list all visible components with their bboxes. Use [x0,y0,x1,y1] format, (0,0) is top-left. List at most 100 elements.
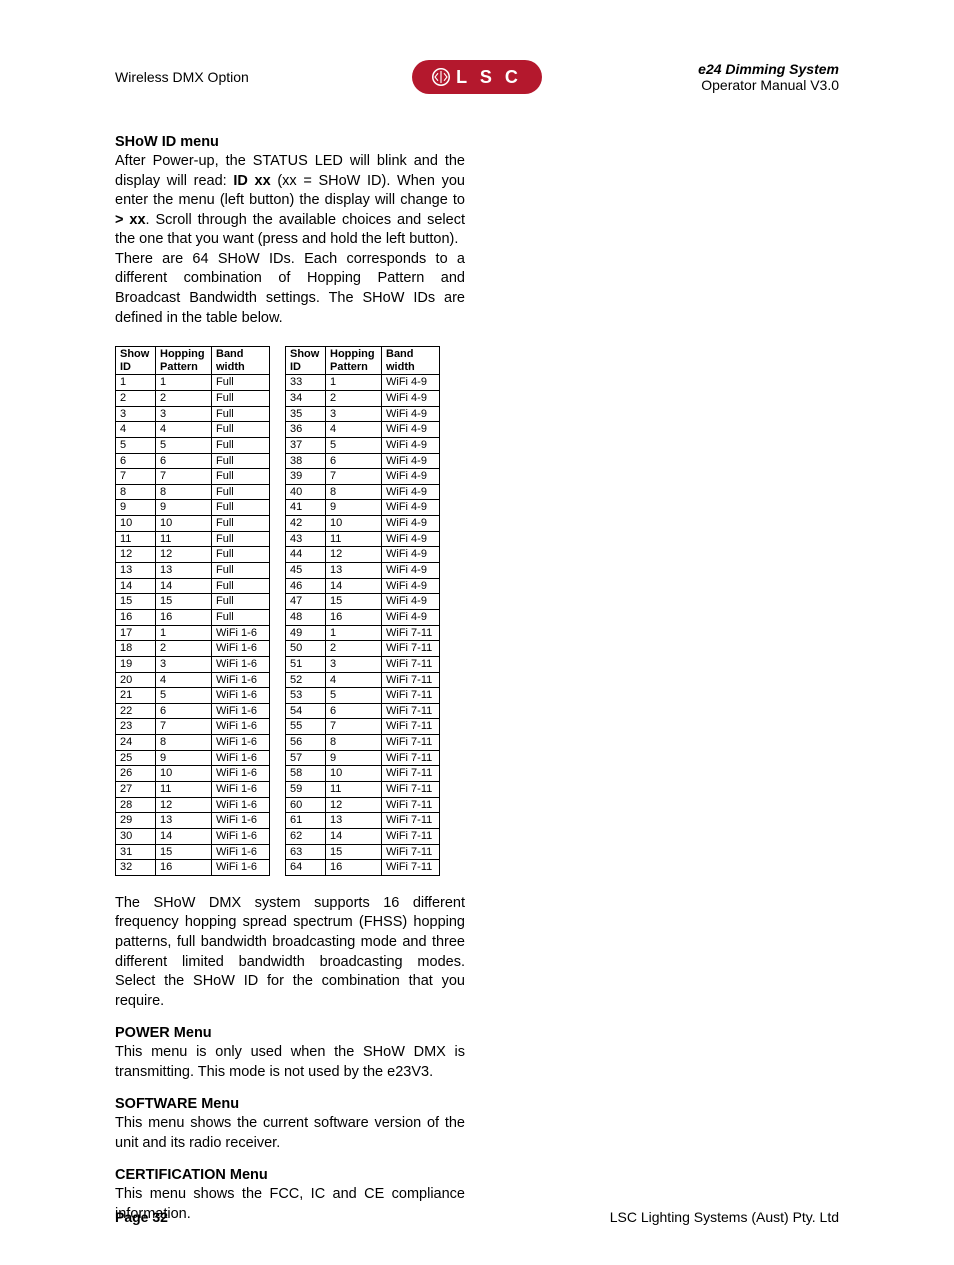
cell: 14 [326,828,382,844]
content-column: SHoW ID menu After Power-up, the STATUS … [115,134,465,1225]
cell: WiFi 7-11 [382,703,440,719]
cell-gap [270,594,286,610]
cell: Full [212,375,270,391]
cell-gap [270,672,286,688]
show-id-table: ShowID HoppingPattern Bandwidth ShowID H… [115,346,440,876]
cell: Full [212,609,270,625]
cell-gap [270,469,286,485]
cell: 13 [156,813,212,829]
cell: 35 [286,406,326,422]
th-line2: Pattern [160,361,198,373]
table-row: 204WiFi 1-6524WiFi 7-11 [116,672,440,688]
cell: Full [212,594,270,610]
cell-gap [270,484,286,500]
cell: 43 [286,531,326,547]
cell: 49 [286,625,326,641]
company-name: LSC Lighting Systems (Aust) Pty. Ltd [610,1209,839,1225]
cell: 13 [326,563,382,579]
cell: 11 [156,531,212,547]
header-left: Wireless DMX Option [115,69,412,85]
cell-gap [270,766,286,782]
cell-gap [270,578,286,594]
cell-gap [270,641,286,657]
cell: 9 [326,500,382,516]
cell: 16 [156,860,212,876]
product-title: e24 Dimming System [698,61,839,77]
cell: WiFi 1-6 [212,656,270,672]
cell: 4 [116,422,156,438]
cell: 4 [156,672,212,688]
cell: 34 [286,390,326,406]
cell-gap [270,609,286,625]
cell: WiFi 1-6 [212,641,270,657]
page: Wireless DMX Option L S C e24 Dimming Sy… [0,0,954,1265]
cell: WiFi 1-6 [212,828,270,844]
show-id-title: SHoW ID menu [115,134,465,150]
cell: 62 [286,828,326,844]
cell: 10 [156,516,212,532]
cell: 27 [116,782,156,798]
cell: 45 [286,563,326,579]
cell: WiFi 7-11 [382,656,440,672]
cell: 57 [286,750,326,766]
cell-gap [270,516,286,532]
cell: 28 [116,797,156,813]
cert-title: CERTIFICATION Menu [115,1167,465,1183]
cell: Full [212,563,270,579]
table-row: 2711WiFi 1-65911WiFi 7-11 [116,782,440,798]
th-show-id-1: ShowID [116,347,156,375]
table-row: 2812WiFi 1-66012WiFi 7-11 [116,797,440,813]
show-id-p3: The SHoW DMX system supports 16 differen… [115,894,465,1011]
cell-gap [270,500,286,516]
cell: WiFi 4-9 [382,531,440,547]
cell: 6 [116,453,156,469]
cell: WiFi 4-9 [382,390,440,406]
cell: WiFi 4-9 [382,484,440,500]
cell: Full [212,406,270,422]
cell: 16 [326,609,382,625]
cell: 7 [156,719,212,735]
cell: 19 [116,656,156,672]
table-row: 22Full342WiFi 4-9 [116,390,440,406]
cell: 12 [326,797,382,813]
cell: 30 [116,828,156,844]
cell: WiFi 7-11 [382,641,440,657]
cell: 6 [156,703,212,719]
cell: 1 [156,375,212,391]
table-row: 44Full364WiFi 4-9 [116,422,440,438]
table-body: 11Full331WiFi 4-922Full342WiFi 4-933Full… [116,375,440,876]
table-row: 11Full331WiFi 4-9 [116,375,440,391]
table-row: 55Full375WiFi 4-9 [116,437,440,453]
cell: 24 [116,735,156,751]
cell-gap [270,703,286,719]
lsc-logo: L S C [412,60,542,94]
cell-gap [270,390,286,406]
cell-gap [270,625,286,641]
cell: Full [212,531,270,547]
cell-gap [270,782,286,798]
th-hopping-2: HoppingPattern [326,347,382,375]
table-row: 3014WiFi 1-66214WiFi 7-11 [116,828,440,844]
cell: 12 [116,547,156,563]
cell: Full [212,469,270,485]
cell: WiFi 4-9 [382,469,440,485]
cell: 53 [286,688,326,704]
cell: WiFi 7-11 [382,797,440,813]
cell: WiFi 4-9 [382,578,440,594]
cell: WiFi 4-9 [382,437,440,453]
cell: 33 [286,375,326,391]
cell: 9 [156,500,212,516]
cell: 36 [286,422,326,438]
cell: 4 [326,672,382,688]
cell: WiFi 4-9 [382,375,440,391]
cell: 3 [156,656,212,672]
table-row: 1515Full4715WiFi 4-9 [116,594,440,610]
cell: Full [212,484,270,500]
cell: 7 [156,469,212,485]
cell: 1 [326,375,382,391]
cell-gap [270,688,286,704]
th-line2: ID [290,361,301,373]
cell: WiFi 1-6 [212,813,270,829]
cell: WiFi 7-11 [382,688,440,704]
cell: 20 [116,672,156,688]
